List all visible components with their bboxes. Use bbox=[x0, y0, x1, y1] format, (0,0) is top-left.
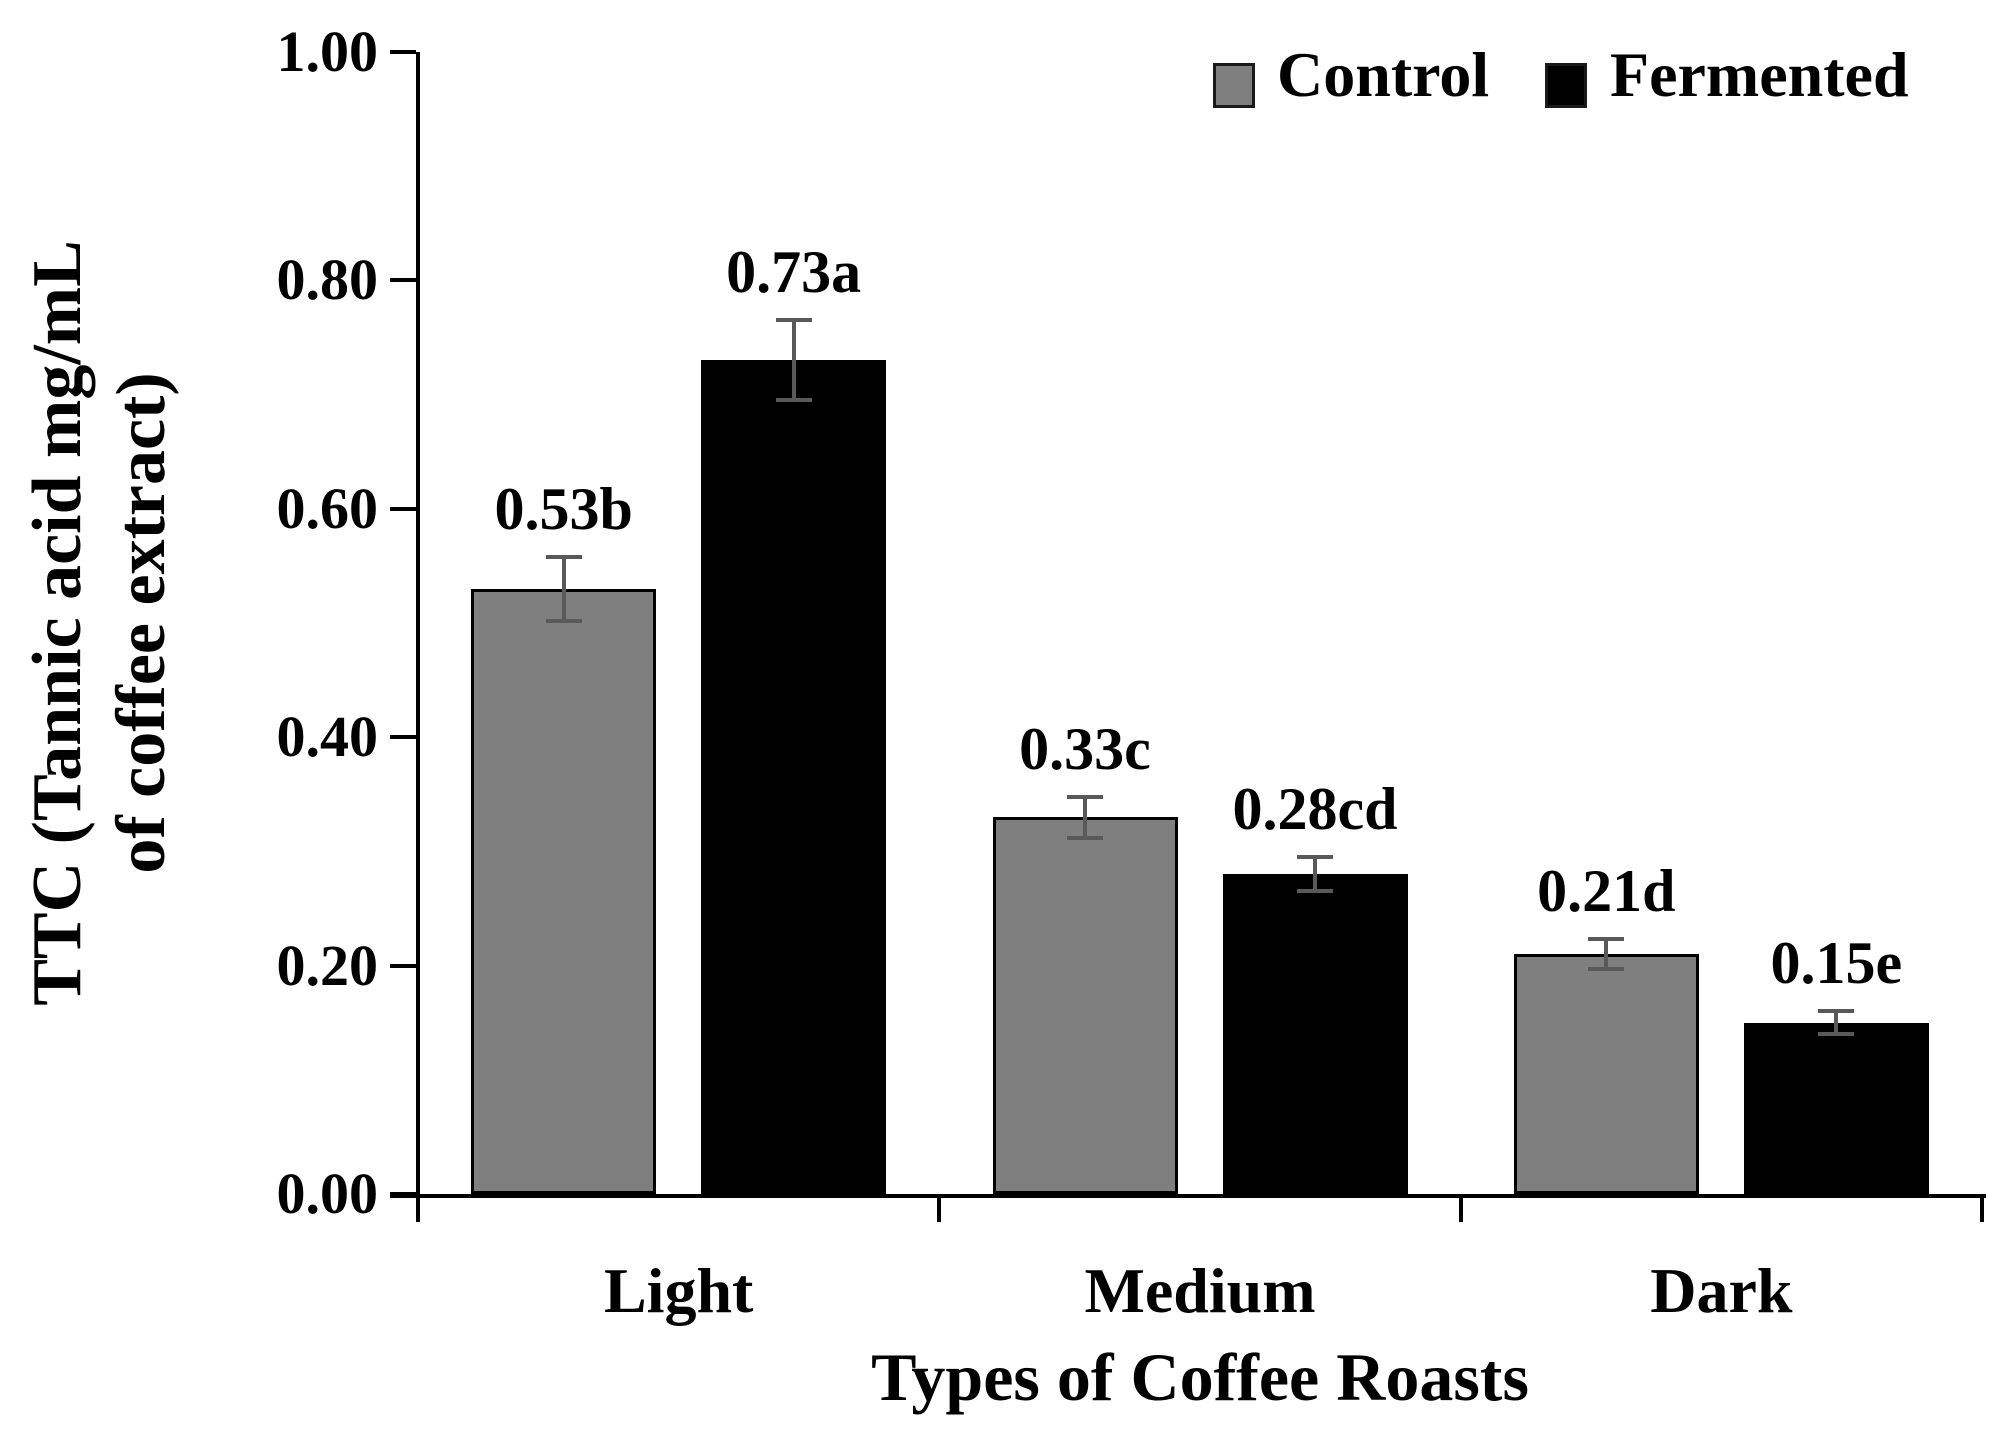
error-bar-cap-bottom bbox=[775, 398, 812, 403]
y-axis-tick bbox=[390, 735, 416, 740]
error-bar-line bbox=[1834, 1011, 1839, 1035]
error-bar-cap-top bbox=[1067, 794, 1103, 799]
error-bar-cap-top bbox=[545, 554, 582, 559]
error-bar-cap-top bbox=[1297, 855, 1333, 860]
x-axis-tick bbox=[416, 1198, 420, 1222]
data-label-fermented-dark: 0.15e bbox=[1770, 930, 1903, 997]
bar-control-light bbox=[471, 588, 657, 1194]
bar-control-dark bbox=[1513, 954, 1699, 1194]
data-label-control-dark: 0.21d bbox=[1537, 858, 1676, 925]
legend-label-control: Control bbox=[1277, 39, 1490, 110]
x-axis-tick bbox=[1980, 1198, 1984, 1222]
error-bar-cap-bottom bbox=[545, 618, 582, 623]
y-tick-label: 1.00 bbox=[276, 19, 379, 84]
y-axis-tick bbox=[390, 963, 416, 968]
error-bar-cap-top bbox=[1588, 937, 1625, 942]
error-bar-line bbox=[1604, 939, 1609, 970]
y-tick-label: 0.60 bbox=[276, 475, 379, 541]
category-label-medium: Medium bbox=[1084, 1255, 1316, 1326]
x-axis-line bbox=[390, 1194, 1986, 1198]
error-bar-cap-bottom bbox=[1067, 835, 1103, 840]
y-axis-title-line1: TTC (Tannic acid mg/mL bbox=[19, 240, 96, 1006]
error-bar-line bbox=[791, 320, 796, 401]
data-label-control-medium: 0.33c bbox=[1019, 715, 1151, 782]
data-label-control-light: 0.53b bbox=[494, 475, 633, 542]
error-bar-line bbox=[1083, 796, 1087, 838]
error-bar-cap-bottom bbox=[1297, 889, 1333, 894]
y-tick-label: 0.00 bbox=[276, 1161, 379, 1226]
error-bar-cap-top bbox=[1818, 1009, 1855, 1014]
plot-area: 1.00 0.80 0.60 0.40 0.20 0.00 Light 0.53b 0.73a M… bbox=[277, 23, 1986, 1326]
x-axis-title: Types of Coffee Roasts bbox=[871, 1339, 1529, 1415]
bar-fermented-dark bbox=[1743, 1022, 1929, 1194]
y-axis-tick bbox=[390, 506, 416, 511]
data-label-fermented-light: 0.73a bbox=[726, 239, 862, 306]
y-axis-title: TTC (Tannic acid mg/mL of coffee extract… bbox=[16, 29, 184, 1217]
legend-swatch-fermented bbox=[1545, 63, 1587, 108]
bar-control-medium bbox=[992, 817, 1178, 1194]
error-bar-cap-top bbox=[775, 318, 812, 323]
y-tick-label: 0.20 bbox=[276, 932, 379, 998]
error-bar-line bbox=[561, 556, 566, 621]
y-axis-tick bbox=[390, 1192, 416, 1196]
error-bar-cap-bottom bbox=[1588, 967, 1625, 972]
category-label-light: Light bbox=[603, 1255, 754, 1326]
y-axis-line bbox=[416, 52, 420, 1198]
x-axis-tick bbox=[937, 1198, 942, 1222]
y-axis-tick bbox=[390, 50, 416, 54]
error-bar-cap-bottom bbox=[1818, 1032, 1855, 1037]
legend-label-fermented: Fermented bbox=[1610, 39, 1909, 110]
y-axis-tick bbox=[390, 278, 416, 283]
legend-swatch-control bbox=[1213, 63, 1255, 108]
bar-fermented-medium bbox=[1222, 874, 1408, 1194]
category-label-dark: Dark bbox=[1650, 1255, 1793, 1326]
y-tick-label: 0.40 bbox=[276, 704, 379, 770]
y-tick-label: 0.80 bbox=[276, 247, 379, 313]
data-label-fermented-medium: 0.28cd bbox=[1232, 776, 1398, 843]
bar-fermented-light bbox=[701, 360, 887, 1194]
error-bar-line bbox=[1313, 857, 1317, 892]
x-axis-tick bbox=[1458, 1198, 1463, 1222]
y-axis-title-line2: of coffee extract) bbox=[103, 372, 180, 874]
